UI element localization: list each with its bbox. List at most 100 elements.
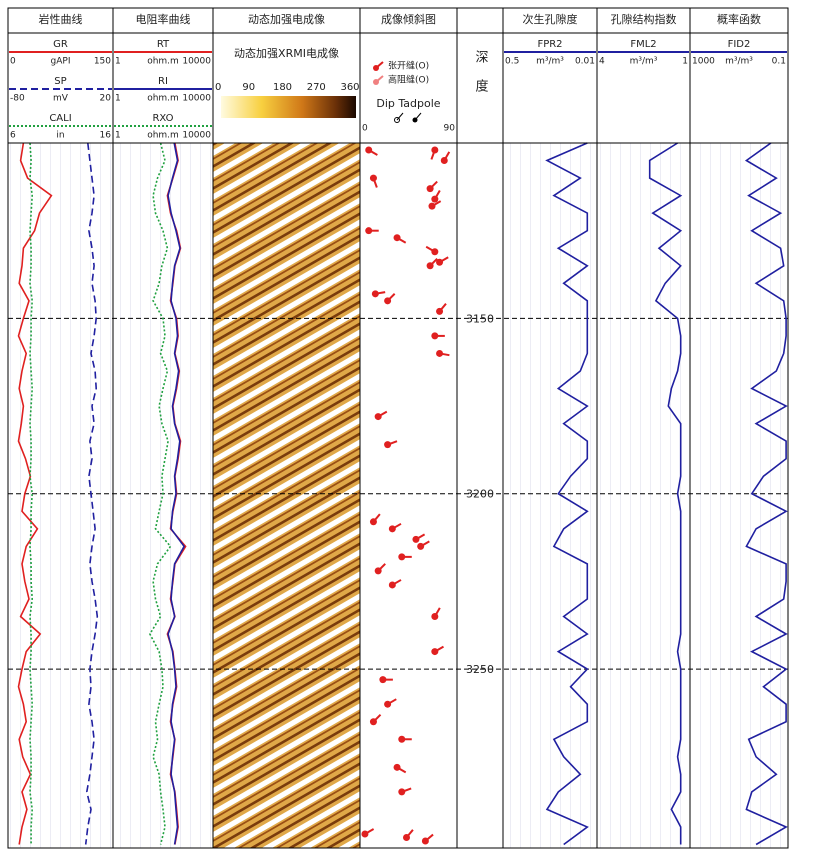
legend-marker (375, 75, 384, 83)
tadpole (412, 535, 420, 543)
tadpole (403, 833, 410, 841)
track-grid (690, 143, 788, 848)
track-grid (503, 143, 597, 848)
track-title: 次生孔隙度 (523, 12, 578, 26)
tadpole (426, 262, 434, 270)
curve-name: RT (157, 39, 170, 50)
tadpole (365, 227, 373, 235)
curve (84, 142, 99, 845)
tadpole (436, 307, 444, 315)
curve-name: FID2 (728, 39, 751, 50)
frame (7, 7, 789, 849)
curve (167, 142, 186, 845)
scale-unit: mV (53, 94, 69, 104)
scale-left: 1 (115, 94, 121, 104)
scale-title: Dip Tadpole (376, 97, 440, 110)
track-grid (113, 143, 213, 848)
tadpole (384, 297, 392, 305)
tadpole (431, 195, 439, 203)
tadpole (398, 788, 406, 796)
colorbar (221, 96, 356, 118)
scale-unit: ohm.m (147, 94, 179, 104)
scale-right: 10000 (182, 57, 211, 67)
scale-left: 0 (362, 124, 368, 134)
scale-unit: gAPI (51, 57, 71, 67)
tadpole (417, 542, 425, 550)
scale-right: 0.1 (772, 57, 786, 67)
scale-right: 1 (682, 57, 688, 67)
scale-left: 6 (10, 131, 16, 141)
legend-marker (375, 61, 384, 69)
scale-right: 0.01 (575, 57, 595, 67)
scale-unit: m³/m³ (536, 57, 564, 67)
tadpole (384, 441, 392, 449)
tadpole (436, 349, 444, 357)
tadpole (398, 553, 406, 561)
depth-title: 深度 (473, 50, 489, 108)
depth-label: 3250 (466, 663, 494, 676)
curve (17, 142, 53, 845)
depth-label: 3200 (466, 488, 494, 501)
scale-unit: in (56, 131, 64, 141)
tadpole (361, 830, 369, 838)
scale-left: 1000 (692, 57, 715, 67)
curve-name: CALI (49, 113, 71, 124)
tadpole (384, 700, 392, 708)
scale-left: 4 (599, 57, 605, 67)
colorbar-tick: 270 (307, 82, 326, 93)
scale-right: 16 (100, 131, 112, 141)
scale-unit: ohm.m (147, 131, 179, 141)
tadpole (431, 613, 439, 621)
scale-right: 10000 (182, 131, 211, 141)
scale-icon (414, 112, 422, 121)
curve (744, 142, 788, 846)
colorbar-tick: 90 (242, 82, 255, 93)
tadpole (388, 581, 396, 589)
scale-unit: m³/m³ (630, 57, 658, 67)
curve-name: SP (54, 76, 66, 87)
track-title: 成像倾斜图 (381, 13, 436, 26)
tadpole (431, 648, 439, 656)
scale-left: 1 (115, 57, 121, 67)
tadpole (436, 258, 444, 266)
colorbar-tick: 180 (273, 82, 292, 93)
scale-right: 20 (100, 94, 112, 104)
tadpole (379, 676, 387, 684)
colorbar-tick: 0 (215, 82, 221, 93)
tadpole (421, 837, 429, 845)
tadpole (393, 234, 401, 242)
tadpole (431, 332, 439, 340)
curve (648, 142, 683, 845)
legend-label: 高阻缝(O) (388, 74, 429, 86)
curve (29, 142, 34, 845)
tadpole (369, 518, 377, 526)
tadpole (398, 735, 406, 743)
track-title: 电阻率曲线 (136, 12, 191, 26)
tadpole (440, 157, 448, 165)
curve-name: RI (158, 76, 168, 87)
scale-unit: ohm.m (147, 57, 179, 67)
scale-icon (396, 112, 404, 121)
curve (545, 142, 589, 846)
scale-right: 150 (94, 57, 111, 67)
tadpole (371, 290, 379, 298)
scale-unit: m³/m³ (725, 57, 753, 67)
curve-name: FPR2 (537, 39, 562, 50)
scale-left: 0 (10, 57, 16, 67)
curve-name: GR (53, 39, 68, 50)
tadpole (431, 146, 439, 154)
tadpole (369, 718, 377, 726)
curve-name: RXO (152, 113, 173, 124)
tadpole (431, 248, 439, 256)
tadpole (374, 567, 382, 575)
scale-icon (394, 117, 400, 123)
track-grid (597, 143, 690, 848)
tadpole (374, 413, 382, 421)
colorbar-tick: 360 (340, 82, 359, 93)
track-title: 孔隙结构指数 (611, 12, 677, 26)
track-title: 岩性曲线 (39, 12, 83, 26)
subtitle: 动态加强XRMI电成像 (234, 47, 339, 60)
tadpole (428, 202, 436, 210)
scale-left: -80 (10, 94, 25, 104)
